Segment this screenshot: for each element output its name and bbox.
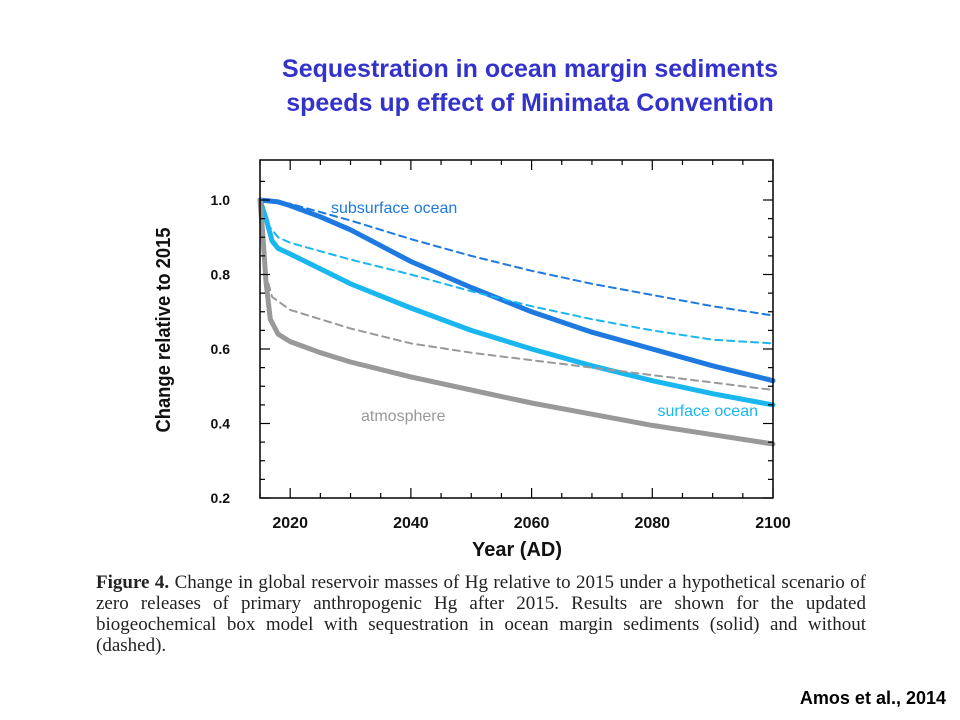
x-tick-label: 2020 [272, 515, 308, 532]
annotation-subsurface-ocean: subsurface ocean [331, 200, 457, 217]
y-tick-label: 0.2 [211, 490, 231, 506]
y-tick-label: 0.6 [211, 341, 231, 357]
annotation-surface-ocean: surface ocean [657, 403, 758, 420]
y-axis-label: Change relative to 2015 [153, 228, 175, 433]
series-line-surface-ocean-solid [257, 197, 776, 408]
y-tick-label: 0.4 [211, 416, 231, 432]
ticks-layer: 2020 2040 2060 2080 2100 0.2 0.4 0.6 0.8 1.0 [211, 160, 791, 532]
caption-label: Figure 4. [96, 572, 170, 593]
x-tick-label: 2100 [755, 515, 791, 532]
y-tick-label: 1.0 [211, 192, 231, 208]
title-line-2: speeds up effect of Minimata Convention [286, 89, 774, 117]
series-line-atmosphere-solid [257, 197, 776, 447]
x-tick-label: 2040 [393, 515, 429, 532]
axes-layer [259, 159, 774, 499]
label-layer: Year (AD) Change relative to 2015 subsurfa… [153, 200, 758, 561]
series-line-subsurface-ocean-solid [257, 197, 776, 384]
x-axis-label: Year (AD) [472, 539, 562, 561]
series-line-surface-ocean-dashed [259, 199, 774, 345]
y-tick-label: 0.8 [211, 267, 231, 283]
caption-text: Change in global reservoir masses of Hg … [96, 572, 866, 656]
x-tick-label: 2080 [634, 515, 670, 532]
figure-caption: Figure 4. Change in global reservoir mas… [96, 572, 866, 656]
slide-title: Sequestration in ocean margin sediments … [130, 52, 930, 120]
x-tick-label: 2060 [514, 515, 550, 532]
series-layer [257, 197, 776, 447]
plot-frame [259, 159, 774, 499]
chart: 2020 2040 2060 2080 2100 0.2 0.4 0.6 0.8 1.0 Year… [153, 159, 791, 561]
series-line-subsurface-ocean-dashed [259, 199, 774, 317]
annotation-atmosphere: atmosphere [361, 408, 446, 425]
citation-credit: Amos et al., 2014 [799, 688, 946, 708]
title-line-1: Sequestration in ocean margin sediments [282, 55, 778, 83]
